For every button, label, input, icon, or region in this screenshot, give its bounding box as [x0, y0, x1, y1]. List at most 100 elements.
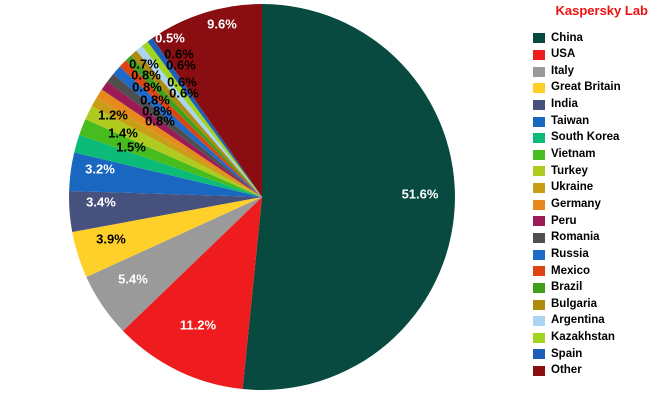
pie-slice-india: [69, 190, 263, 232]
legend-label-vietnam: Vietnam: [551, 148, 596, 161]
data-label-south-korea: 1.5%: [116, 140, 146, 155]
legend-swatch-kazakhstan: [533, 332, 545, 343]
pie-slice-vietnam: [79, 119, 263, 197]
legend-item-germany: Germany: [533, 196, 621, 213]
legend-label-kazakhstan: Kazakhstan: [551, 331, 615, 344]
legend-swatch-china: [533, 33, 545, 44]
legend-item-peru: Peru: [533, 213, 621, 230]
legend-label-taiwan: Taiwan: [551, 114, 590, 127]
legend-swatch-russia: [533, 249, 545, 260]
data-label-other: 9.6%: [207, 17, 237, 32]
legend-swatch-other: [533, 366, 545, 377]
legend-label-usa: USA: [551, 48, 576, 61]
pie-slice-taiwan: [69, 152, 262, 197]
pie-slice-south-korea: [74, 135, 262, 197]
data-label-ukraine: 0.8%: [145, 114, 175, 129]
legend-item-taiwan: Taiwan: [533, 113, 621, 130]
legend-swatch-taiwan: [533, 116, 545, 127]
pie-slice-romania: [107, 73, 262, 197]
legend-item-spain: Spain: [533, 346, 621, 363]
data-label-italy: 5.4%: [118, 272, 148, 287]
legend-item-italy: Italy: [533, 63, 621, 80]
data-label-argentina: 0.6%: [166, 58, 196, 73]
legend-item-argentina: Argentina: [533, 313, 621, 330]
pie-slice-italy: [86, 197, 262, 331]
pie-slice-germany: [96, 89, 262, 197]
legend-item-mexico: Mexico: [533, 263, 621, 280]
data-label-mexico: 0.7%: [129, 57, 159, 72]
pie-slice-china: [242, 4, 455, 390]
legend-item-india: India: [533, 97, 621, 114]
data-label-spain: 0.5%: [155, 31, 185, 46]
legend-label-india: India: [551, 98, 578, 111]
data-label-taiwan: 3.2%: [85, 162, 115, 177]
data-label-kazakhstan: 0.6%: [164, 47, 194, 62]
legend-item-brazil: Brazil: [533, 280, 621, 297]
legend-swatch-italy: [533, 66, 545, 77]
legend-swatch-ukraine: [533, 183, 545, 194]
legend-label-mexico: Mexico: [551, 264, 590, 277]
legend-label-ukraine: Ukraine: [551, 181, 594, 194]
legend-item-great-britain: Great Britain: [533, 80, 621, 97]
legend-swatch-mexico: [533, 266, 545, 277]
pie-slice-turkey: [85, 106, 262, 197]
brand-title: Kaspersky Lab: [555, 3, 649, 18]
legend-swatch-great-britain: [533, 83, 545, 94]
legend-item-vietnam: Vietnam: [533, 146, 621, 163]
legend-label-other: Other: [551, 364, 582, 377]
legend-label-great-britain: Great Britain: [551, 81, 621, 94]
legend-item-romania: Romania: [533, 230, 621, 247]
data-label-great-britain: 3.9%: [96, 232, 126, 247]
pie-slice-brazil: [125, 55, 262, 198]
legend-label-germany: Germany: [551, 197, 601, 210]
data-label-china: 51.6%: [402, 187, 439, 202]
legend-swatch-india: [533, 99, 545, 110]
legend-label-china: China: [551, 31, 583, 44]
legend-item-turkey: Turkey: [533, 163, 621, 180]
legend-item-russia: Russia: [533, 246, 621, 263]
pie-slice-peru: [101, 81, 262, 197]
legend-item-south-korea: South Korea: [533, 130, 621, 147]
legend-swatch-argentina: [533, 316, 545, 327]
legend-item-other: Other: [533, 363, 621, 380]
legend-swatch-peru: [533, 216, 545, 227]
legend-item-bulgaria: Bulgaria: [533, 296, 621, 313]
data-label-vietnam: 1.4%: [108, 126, 138, 141]
legend-item-kazakhstan: Kazakhstan: [533, 330, 621, 347]
pie-slice-usa: [122, 197, 262, 390]
legend-swatch-turkey: [533, 166, 545, 177]
legend-swatch-romania: [533, 233, 545, 243]
data-label-turkey: 1.2%: [98, 108, 128, 123]
pie-slice-kazakhstan: [141, 41, 262, 197]
legend-label-argentina: Argentina: [551, 314, 605, 327]
legend-swatch-usa: [533, 49, 545, 60]
data-label-germany: 0.8%: [142, 104, 172, 119]
pie-slice-ukraine: [91, 97, 262, 197]
pie-slice-mexico: [119, 60, 262, 197]
legend-label-bulgaria: Bulgaria: [551, 297, 598, 310]
legend-label-russia: Russia: [551, 247, 589, 260]
pie-slice-argentina: [136, 46, 262, 197]
legend-label-romania: Romania: [551, 231, 600, 244]
data-label-brazil: 0.6%: [169, 86, 199, 101]
pie-slice-great-britain: [72, 197, 262, 277]
data-label-india: 3.4%: [86, 195, 116, 210]
pie-slice-spain: [147, 38, 262, 198]
legend-swatch-vietnam: [533, 149, 545, 160]
pie-slice-russia: [113, 66, 262, 197]
legend: China USA Italy Great Britain India Taiwan Sou…: [533, 30, 621, 379]
legend-swatch-spain: [533, 349, 545, 360]
legend-item-usa: USA: [533, 47, 621, 64]
pie-slice-bulgaria: [130, 50, 262, 197]
legend-label-spain: Spain: [551, 347, 583, 360]
pie-slice-other: [152, 4, 262, 197]
data-label-peru: 0.8%: [140, 93, 170, 108]
legend-item-ukraine: Ukraine: [533, 180, 621, 197]
data-label-usa: 11.2%: [180, 318, 217, 333]
legend-swatch-south-korea: [533, 133, 545, 144]
legend-swatch-bulgaria: [533, 299, 545, 310]
data-label-russia: 0.8%: [131, 68, 161, 83]
legend-swatch-brazil: [533, 282, 545, 293]
